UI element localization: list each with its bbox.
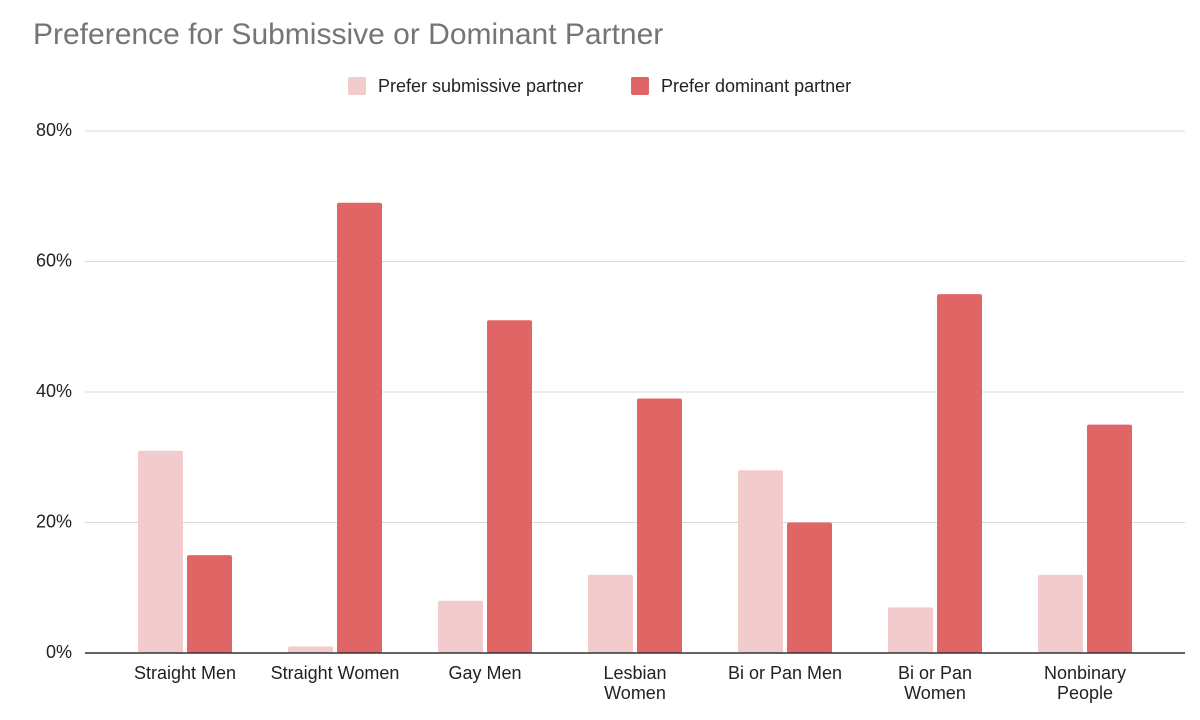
y-tick-label: 40% — [36, 381, 72, 401]
bar — [588, 574, 633, 653]
x-tick-label: Nonbinary People — [1043, 663, 1127, 703]
x-tick-label: Lesbian Women — [603, 663, 667, 703]
bar — [937, 294, 982, 653]
y-tick-label: 60% — [36, 250, 72, 270]
legend-label: Prefer submissive partner — [378, 76, 583, 96]
bar — [738, 470, 783, 653]
bar — [888, 607, 933, 653]
y-tick-label: 20% — [36, 511, 72, 531]
bar — [1087, 424, 1132, 653]
y-tick-label: 80% — [36, 120, 72, 140]
bar — [438, 600, 483, 653]
bar — [787, 522, 832, 653]
x-tick-label: Bi or Pan Women — [897, 663, 973, 703]
bar — [138, 450, 183, 653]
legend-swatch — [631, 77, 649, 95]
bar — [187, 555, 232, 653]
chart-title: Preference for Submissive or Dominant Pa… — [33, 18, 663, 51]
bar — [1038, 574, 1083, 653]
bar — [288, 646, 333, 653]
legend-swatch — [348, 77, 366, 95]
x-tick-label: Straight Men — [133, 663, 237, 683]
bar — [487, 320, 532, 653]
x-tick-label: Straight Women — [270, 663, 400, 683]
bar — [337, 202, 382, 653]
legend-label: Prefer dominant partner — [661, 76, 851, 96]
x-tick-label: Gay Men — [448, 663, 522, 683]
x-tick-label: Bi or Pan Men — [727, 663, 843, 683]
bar — [637, 398, 682, 653]
y-tick-label: 0% — [46, 642, 72, 662]
